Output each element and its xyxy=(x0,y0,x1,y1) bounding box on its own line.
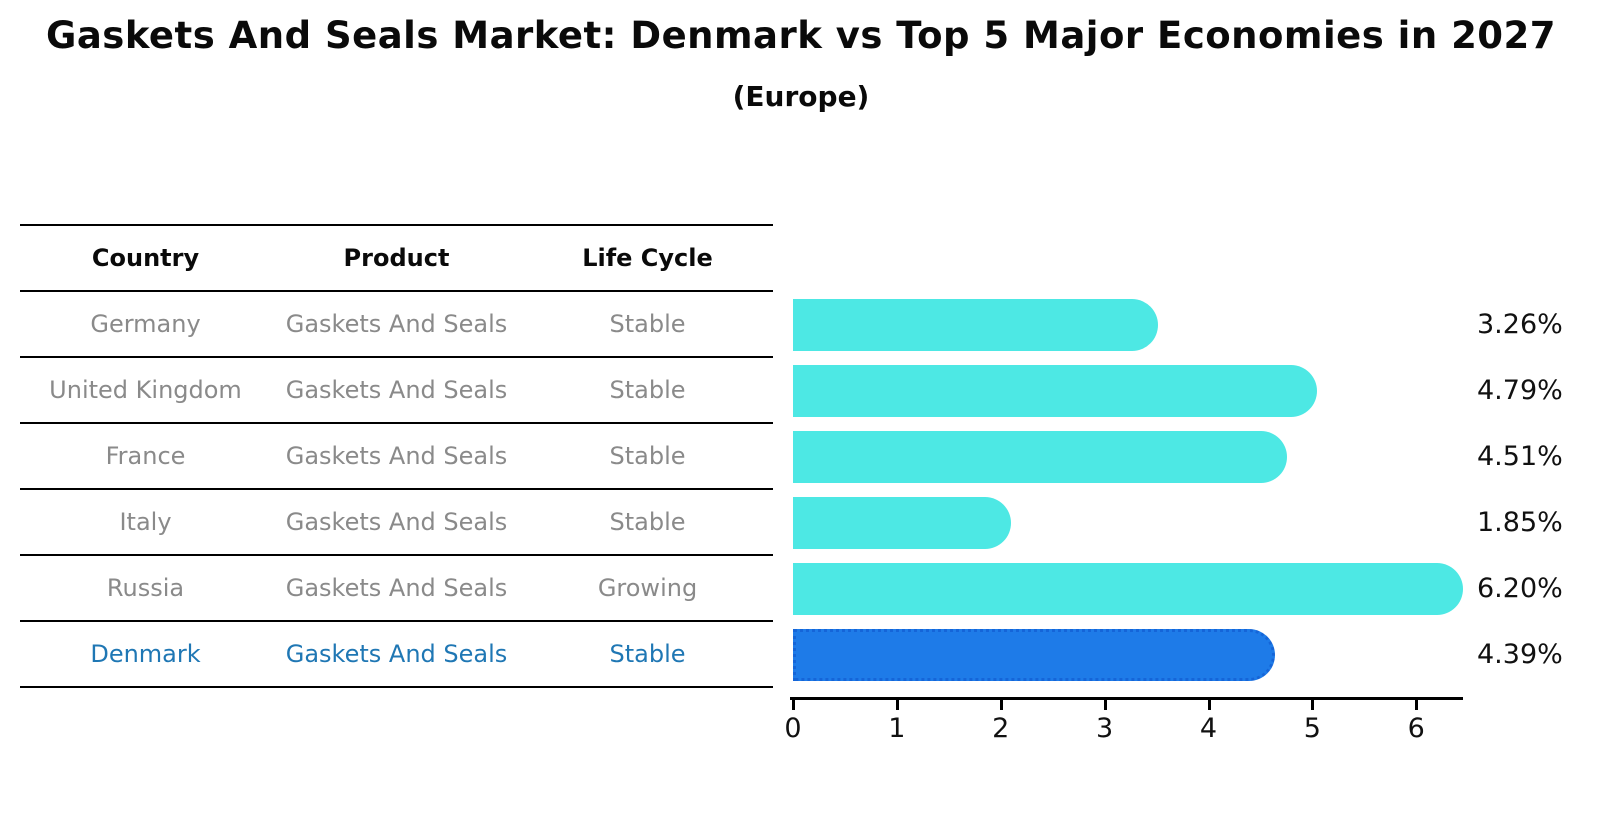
bar-row-germany xyxy=(793,292,1463,358)
tick-mark xyxy=(792,700,795,710)
bar-denmark xyxy=(793,629,1275,681)
cell-life-cycle: Stable xyxy=(609,442,686,470)
cell-life-cycle: Stable xyxy=(609,640,686,668)
bar-italy xyxy=(793,497,1012,549)
table-row-russia: Russia Gaskets And Seals Growing xyxy=(20,556,773,622)
bar-row-italy xyxy=(793,490,1463,556)
column-header-country: Country xyxy=(91,244,200,272)
cell-product: Gaskets And Seals xyxy=(285,640,508,668)
table-row-italy: Italy Gaskets And Seals Stable xyxy=(20,490,773,556)
bar-row-russia xyxy=(793,556,1464,622)
bar-row-united-kingdom xyxy=(793,358,1463,424)
value-label-denmark: 4.39% xyxy=(1477,639,1563,670)
tick-label: 3 xyxy=(1096,713,1114,744)
cell-country: Italy xyxy=(119,508,172,536)
tick-mark xyxy=(895,700,899,710)
bar-row-denmark xyxy=(793,622,1463,688)
cell-product: Gaskets And Seals xyxy=(285,508,508,536)
cell-country: France xyxy=(105,442,186,470)
cell-product: Gaskets And Seals xyxy=(285,442,508,470)
value-labels-column: 3.26% 4.79% 4.51% 1.85% 6.20% 4.39% xyxy=(1477,292,1563,688)
table-header-row: Country Product Life Cycle xyxy=(20,224,773,292)
chart-subtitle: (Europe) xyxy=(732,80,870,113)
cell-country: Russia xyxy=(106,574,185,602)
bar-germany xyxy=(793,299,1158,351)
cell-life-cycle: Stable xyxy=(609,310,686,338)
cell-product: Gaskets And Seals xyxy=(285,574,508,602)
tick-mark xyxy=(999,700,1003,710)
table-row-france: France Gaskets And Seals Stable xyxy=(20,424,773,490)
tick-mark xyxy=(1415,700,1419,710)
tick-label: 5 xyxy=(1303,713,1321,744)
column-header-life-cycle: Life Cycle xyxy=(582,244,713,272)
value-label-russia: 6.20% xyxy=(1477,573,1563,604)
tick-label: 2 xyxy=(992,713,1010,744)
tick-mark xyxy=(1103,700,1107,710)
bar-russia xyxy=(793,563,1464,615)
comparison-table: Country Product Life Cycle Germany Gaske… xyxy=(20,224,773,688)
bar-united-kingdom xyxy=(793,365,1317,417)
cell-product: Gaskets And Seals xyxy=(285,310,508,338)
bar-row-france xyxy=(793,424,1463,490)
cell-product: Gaskets And Seals xyxy=(285,376,508,404)
bar-france xyxy=(793,431,1288,483)
x-axis-line xyxy=(790,697,1463,700)
tick-label: 0 xyxy=(784,713,802,744)
cell-life-cycle: Growing xyxy=(597,574,698,602)
table-row-united-kingdom: United Kingdom Gaskets And Seals Stable xyxy=(20,358,773,424)
column-header-product: Product xyxy=(343,244,450,272)
value-label-france: 4.51% xyxy=(1477,441,1563,472)
chart-title: Gaskets And Seals Market: Denmark vs Top… xyxy=(45,14,1557,57)
table-row-germany: Germany Gaskets And Seals Stable xyxy=(20,292,773,358)
cell-life-cycle: Stable xyxy=(609,376,686,404)
cell-country: United Kingdom xyxy=(49,376,242,404)
cell-country: Germany xyxy=(90,310,201,338)
cell-country: Denmark xyxy=(90,640,201,668)
tick-mark xyxy=(1311,700,1315,710)
table-row-denmark: Denmark Gaskets And Seals Stable xyxy=(20,622,773,688)
x-axis-ticks: 0 1 2 3 4 5 6 xyxy=(784,697,1463,747)
value-label-germany: 3.26% xyxy=(1477,309,1563,340)
tick-label: 1 xyxy=(888,713,906,744)
tick-mark xyxy=(1207,700,1211,710)
cell-life-cycle: Stable xyxy=(609,508,686,536)
tick-label: 6 xyxy=(1407,713,1425,744)
bar-plot xyxy=(793,292,1464,688)
value-label-italy: 1.85% xyxy=(1477,507,1563,538)
tick-label: 4 xyxy=(1199,713,1218,744)
value-label-united-kingdom: 4.79% xyxy=(1477,375,1563,406)
